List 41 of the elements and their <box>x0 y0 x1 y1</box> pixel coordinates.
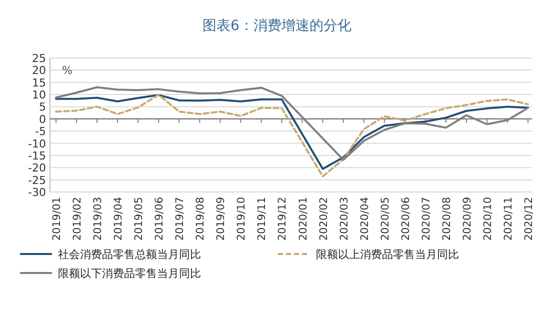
x-tick-label: 2020/01 <box>297 197 310 241</box>
y-axis-title: % <box>62 64 72 78</box>
x-tick-label: 2019/02 <box>72 197 84 241</box>
x-tick-label: 2020/07 <box>420 197 432 241</box>
x-tick-label: 2020/05 <box>379 197 392 241</box>
x-tick-label: 2020/08 <box>440 197 453 241</box>
y-tick-label: -20 <box>28 162 46 175</box>
x-tick-label: 2019/07 <box>174 197 186 241</box>
x-tick-label: 2020/11 <box>502 197 514 241</box>
x-tick-label: 2020/12 <box>523 197 535 241</box>
x-tick-label: 2019/12 <box>276 197 289 241</box>
x-tick-label: 2020/09 <box>461 197 474 241</box>
legend-label: 限额以下消费品零售当月同比 <box>58 267 201 280</box>
y-tick-label: 5 <box>39 100 46 114</box>
y-tick-label: -15 <box>28 149 46 162</box>
y-tick-label: 0 <box>39 112 46 126</box>
y-tick-label: -30 <box>28 186 46 199</box>
y-tick-label: 10 <box>32 88 46 102</box>
y-tick-label: 15 <box>32 76 46 90</box>
y-tick-label: -25 <box>28 174 46 187</box>
chart-title: 图表6：消费增速的分化 <box>202 18 352 34</box>
x-tick-label: 2019/09 <box>215 197 228 241</box>
x-tick-label: 2019/11 <box>256 197 268 241</box>
x-tick-label: 2020/04 <box>358 196 371 241</box>
x-tick-label: 2020/02 <box>318 197 330 241</box>
x-tick-label: 2019/10 <box>236 197 248 241</box>
y-tick-label: -10 <box>28 137 46 150</box>
x-tick-label: 2019/03 <box>92 197 104 241</box>
x-tick-label: 2020/03 <box>338 197 350 241</box>
y-tick-label: 25 <box>32 52 46 65</box>
x-tick-label: 2019/06 <box>154 196 166 241</box>
x-tick-label: 2019/05 <box>133 197 146 241</box>
x-tick-label: 2020/06 <box>400 196 412 241</box>
legend-label: 限额以上消费品零售当月同比 <box>316 248 459 261</box>
legend-label: 社会消费品零售总额当月同比 <box>58 248 201 261</box>
x-tick-label: 2019/01 <box>51 197 63 241</box>
x-tick-label: 2019/08 <box>194 197 207 241</box>
y-tick-label: -5 <box>35 125 46 138</box>
x-tick-label: 2019/04 <box>112 196 125 241</box>
y-tick-label: 20 <box>32 64 46 78</box>
x-tick-label: 2020/10 <box>482 197 494 241</box>
